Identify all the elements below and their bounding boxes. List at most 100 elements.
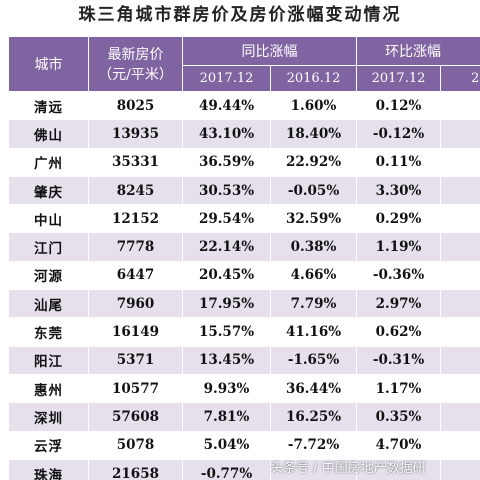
cell-city: 中山: [8, 204, 89, 234]
cell-yoy-2017: 7.81%: [182, 402, 271, 432]
cell-price: 13935: [88, 119, 183, 149]
table-body: 清远802549.44%1.60%0.12%1.2佛山1393543.10%18…: [8, 90, 480, 480]
cell-mom-2016: [440, 458, 480, 480]
header-yoy-2017: 2017.12: [182, 65, 271, 92]
cell-yoy-2016: 1.60%: [270, 90, 357, 121]
cell-mom-2017: 0.35%: [356, 402, 441, 432]
cell-city: 清远: [8, 90, 89, 121]
header-mom-2016: 2016.12: [440, 65, 480, 92]
cell-yoy-2017: 49.44%: [182, 90, 271, 121]
cell-city: 云浮: [8, 430, 89, 460]
cell-yoy-2016: 41.16%: [270, 317, 357, 347]
cell-yoy-2016: 0.38%: [270, 232, 357, 262]
cell-city: 河源: [8, 260, 89, 291]
table-row: 珠海 21658 -0.77%: [8, 458, 480, 480]
cell-mom-2016: 0.5: [440, 204, 480, 234]
cell-price: 21658: [88, 458, 183, 480]
cell-mom-2016: 0.1: [440, 430, 480, 460]
cell-yoy-2016: 36.44%: [270, 373, 357, 404]
cell-mom-2017: 3.30%: [356, 175, 441, 206]
cell-price: 5078: [88, 430, 183, 460]
cell-price: 8245: [88, 175, 183, 206]
cell-mom-2017: -0.36%: [356, 260, 441, 291]
cell-yoy-2017: 5.04%: [182, 430, 271, 460]
cell-yoy-2017: -0.77%: [182, 458, 271, 480]
cell-yoy-2017: 30.53%: [182, 175, 271, 206]
header-row-sub: 2017.12 2016.12 2017.12 2016.12: [9, 65, 480, 92]
cell-mom-2016: 3.2: [440, 147, 480, 177]
cell-city: 佛山: [8, 119, 89, 149]
table-title: 珠三角城市群房价及房价涨幅变动情况: [78, 5, 402, 25]
header-city: 城市: [8, 36, 89, 92]
cell-price: 35331: [88, 147, 183, 177]
header-price-line2: （元/平米）: [98, 67, 173, 83]
cell-city: 东莞: [8, 317, 89, 347]
cell-price: 6447: [88, 260, 183, 291]
cell-yoy-2016: [270, 458, 357, 480]
cell-yoy-2017: 36.59%: [182, 147, 271, 177]
header-row-top: 城市 最新房价 （元/平米） 同比涨幅 环比涨幅: [8, 36, 480, 92]
cell-mom-2017: 0.29%: [356, 204, 441, 234]
cell-city: 阳江: [8, 345, 89, 375]
cell-mom-2016: 2.5: [440, 119, 480, 149]
header-price: 最新房价 （元/平米）: [88, 36, 183, 92]
cell-yoy-2016: 18.40%: [270, 119, 357, 149]
cell-mom-2017: 1.19%: [356, 232, 441, 262]
cell-mom-2017: 1.17%: [356, 373, 441, 404]
price-table: 城市 最新房价 （元/平米） 同比涨幅 环比涨幅 2017.12 2016.12…: [8, 36, 480, 480]
cell-yoy-2017: 13.45%: [182, 345, 271, 375]
cell-yoy-2016: 4.66%: [270, 260, 357, 291]
cell-yoy-2016: -0.05%: [270, 175, 357, 206]
cell-city: 江门: [8, 232, 89, 262]
cell-yoy-2017: 29.54%: [182, 204, 271, 234]
cell-mom-2016: -0.2: [440, 289, 480, 319]
cell-city: 肇庆: [8, 175, 89, 206]
cell-yoy-2016: 7.79%: [270, 289, 357, 319]
cell-price: 10577: [88, 373, 183, 404]
cell-mom-2017: 0.62%: [356, 317, 441, 347]
cell-price: 12152: [88, 204, 183, 234]
cell-city: 深圳: [8, 402, 89, 432]
cell-mom-2017: 0.11%: [356, 147, 441, 177]
cell-yoy-2016: -1.65%: [270, 345, 357, 375]
cell-mom-2017: 4.70%: [356, 430, 441, 460]
cell-mom-2017: 2.97%: [356, 289, 441, 319]
cell-price: 7778: [88, 232, 183, 262]
cell-yoy-2017: 17.95%: [182, 289, 271, 319]
cell-yoy-2017: 9.93%: [182, 373, 271, 404]
price-table-wrapper: 城市 最新房价 （元/平米） 同比涨幅 环比涨幅 2017.12 2016.12…: [8, 36, 480, 480]
header-yoy-2016: 2016.12: [270, 65, 357, 92]
cell-city: 珠海: [8, 458, 89, 480]
header-mom: 环比涨幅: [356, 36, 480, 66]
cell-mom-2017: [356, 458, 441, 480]
cell-yoy-2016: -7.72%: [270, 430, 357, 460]
header-yoy: 同比涨幅: [182, 36, 357, 66]
cell-yoy-2017: 43.10%: [182, 119, 271, 149]
cell-yoy-2016: 16.25%: [270, 402, 357, 432]
cell-yoy-2017: 20.45%: [182, 260, 271, 291]
watermark: 头条号 / 中国房地产数据研: [270, 461, 426, 476]
cell-mom-2017: 0.12%: [356, 90, 441, 121]
cell-mom-2016: -1.0: [440, 175, 480, 206]
cell-city: 汕尾: [8, 289, 89, 319]
cell-city: 惠州: [8, 373, 89, 404]
cell-mom-2016: 1.2: [440, 260, 480, 291]
header-price-line1: 最新房价: [107, 47, 164, 63]
cell-price: 8025: [88, 90, 183, 121]
cell-mom-2016: 1.2: [440, 90, 480, 121]
cell-yoy-2017: 22.14%: [182, 232, 271, 262]
cell-mom-2016: 0.0: [440, 402, 480, 432]
